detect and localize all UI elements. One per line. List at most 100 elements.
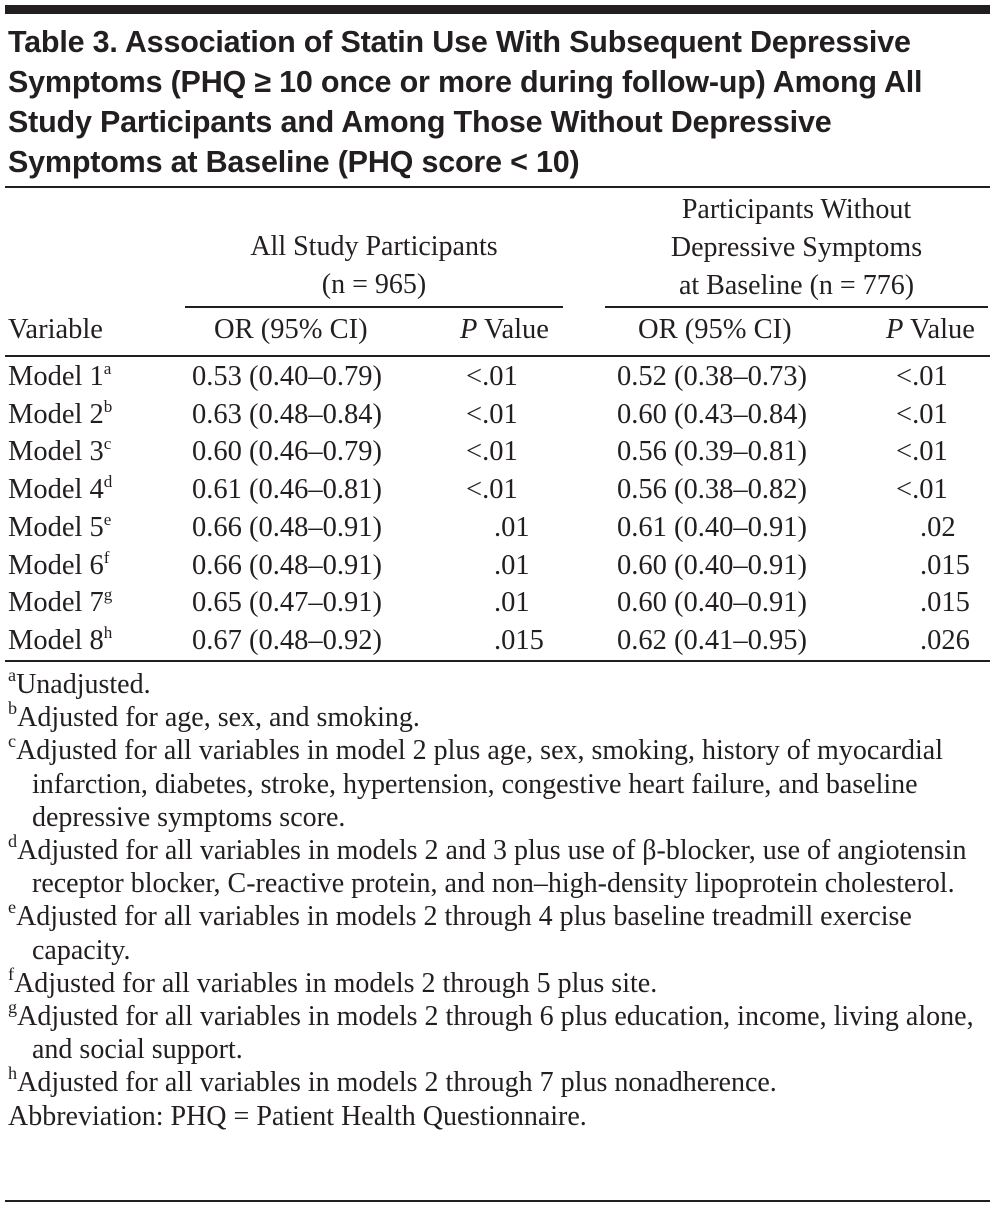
p-italic: P: [460, 314, 478, 345]
p-all: .01: [494, 511, 530, 543]
p-nodep: .015: [920, 549, 970, 581]
footnotes: aUnadjusted. bAdjusted for age, sex, and …: [8, 665, 988, 1133]
footnote-marker: f: [103, 547, 110, 567]
footnote-text: Adjusted for age, sex, and smoking.: [17, 702, 420, 734]
p-nodep: .02: [920, 511, 956, 543]
row-label: Model 6f: [8, 547, 110, 585]
footnote-text: Adjusted for all variables in models 2 t…: [17, 1067, 777, 1099]
model-name: Model 2: [8, 398, 104, 430]
model-name: Model 4: [8, 474, 104, 506]
model-name: Model 3: [8, 436, 104, 468]
group-header-all: All Study Participants (n = 965): [185, 228, 563, 304]
footnote-marker: d: [103, 471, 113, 491]
table-row: Model 1a 0.53 (0.40–0.79) <.01 0.52 (0.38–0…: [0, 358, 995, 396]
footnote-text: Adjusted for all variables in model 2 pl…: [16, 735, 944, 833]
model-name: Model 5: [8, 511, 104, 543]
row-label: Model 1a: [8, 358, 111, 396]
table-row: Model 8h 0.67 (0.48–0.92) .015 0.62 (0.41–0…: [0, 622, 995, 660]
footnote: gAdjusted for all variables in models 2 …: [8, 997, 988, 1066]
or-nodep: 0.62 (0.41–0.95): [617, 624, 807, 656]
header-rule: [5, 355, 990, 357]
footnote-letter: e: [8, 897, 17, 918]
footnote-letter: b: [8, 698, 18, 719]
top-rule: [5, 5, 990, 14]
footnote: fAdjusted for all variables in models 2 …: [8, 964, 988, 1000]
group2-line3: at Baseline (n = 776): [678, 270, 915, 301]
group2-line2: Depressive Symptoms: [670, 232, 923, 263]
footnote-letter: c: [8, 731, 17, 752]
footnote-letter: f: [8, 964, 15, 984]
or-all: 0.63 (0.48–0.84): [192, 398, 382, 430]
or-all: 0.65 (0.47–0.91): [192, 587, 382, 619]
group1-line2: (n = 965): [321, 269, 427, 300]
or-nodep: 0.61 (0.40–0.91): [617, 511, 807, 543]
footnote-letter: d: [8, 831, 18, 852]
footnote-marker: c: [103, 434, 112, 454]
p-all: .01: [494, 549, 530, 581]
table-row: Model 3c 0.60 (0.46–0.79) <.01 0.56 (0.39–0…: [0, 433, 995, 471]
or-all: 0.67 (0.48–0.92): [192, 624, 382, 656]
model-name: Model 8: [8, 624, 104, 656]
p-all: <.01: [466, 398, 518, 430]
row-label: Model 5e: [8, 509, 111, 547]
footnote-letter: h: [8, 1063, 18, 1084]
col-or-2: OR (95% CI): [638, 314, 792, 345]
col-or-1: OR (95% CI): [214, 314, 368, 345]
footnote-letter: a: [8, 665, 17, 686]
footnote-letter: g: [8, 997, 18, 1018]
table-row: Model 5e 0.66 (0.48–0.91) .01 0.61 (0.40–0.…: [0, 509, 995, 547]
or-nodep: 0.60 (0.43–0.84): [617, 398, 807, 430]
group2-line1: Participants Without: [681, 194, 912, 225]
p-nodep: <.01: [896, 436, 948, 468]
p-all: <.01: [466, 436, 518, 468]
or-all: 0.53 (0.40–0.79): [192, 361, 382, 392]
group2-underline: [605, 306, 988, 308]
p-all: <.01: [466, 474, 518, 506]
footnote: dAdjusted for all variables in models 2 …: [8, 831, 988, 900]
bottom-rule: [5, 1200, 990, 1202]
footnote-text: Adjusted for all variables in models 2 t…: [16, 901, 912, 966]
column-header-row: Variable OR (95% CI) P Value OR (95% CI)…: [0, 311, 995, 349]
group-header-nodep: Participants Without Depressive Symptoms…: [605, 191, 988, 305]
or-all: 0.66 (0.48–0.91): [192, 549, 382, 581]
footnote-text: Adjusted for all variables in models 2 t…: [14, 967, 658, 999]
body-rule: [5, 660, 990, 662]
footnote: eAdjusted for all variables in models 2 …: [8, 897, 988, 966]
row-label: Model 2b: [8, 396, 112, 434]
p-nodep: .015: [920, 587, 970, 619]
table-row: Model 4d 0.61 (0.46–0.81) <.01 0.56 (0.38–0…: [0, 471, 995, 509]
footnote-marker: e: [103, 509, 112, 529]
table-row: Model 7g 0.65 (0.47–0.91) .01 0.60 (0.40–0.…: [0, 584, 995, 622]
table-title: Table 3. Association of Statin Use With …: [8, 25, 923, 179]
col-p-2: P Value: [886, 311, 975, 349]
p-nodep: <.01: [896, 474, 948, 506]
footnote-marker: a: [103, 358, 112, 378]
row-label: Model 4d: [8, 471, 112, 509]
p-nodep: .026: [920, 624, 970, 656]
or-nodep: 0.60 (0.40–0.91): [617, 587, 807, 619]
or-nodep: 0.56 (0.39–0.81): [617, 436, 807, 468]
or-all: 0.60 (0.46–0.79): [192, 436, 382, 468]
p-nodep: <.01: [896, 398, 948, 430]
or-all: 0.66 (0.48–0.91): [192, 511, 382, 543]
abbreviation: Abbreviation: PHQ = Patient Health Quest…: [8, 1100, 587, 1132]
footnote-marker: b: [103, 396, 113, 416]
p-all: .01: [494, 587, 530, 619]
table-row: Model 6f 0.66 (0.48–0.91) .01 0.60 (0.40–0.…: [0, 547, 995, 585]
p-rest: Value: [477, 314, 549, 345]
row-label: Model 7g: [8, 584, 112, 622]
p-italic: P: [886, 314, 904, 345]
or-all: 0.61 (0.46–0.81): [192, 474, 382, 506]
model-name: Model 7: [8, 587, 104, 619]
model-name: Model 6: [8, 549, 104, 581]
p-rest: Value: [903, 314, 975, 345]
footnote: hAdjusted for all variables in models 2 …: [8, 1063, 988, 1099]
or-nodep: 0.60 (0.40–0.91): [617, 549, 807, 581]
col-variable: Variable: [8, 314, 103, 345]
footnote-text: Adjusted for all variables in models 2 t…: [17, 1001, 974, 1066]
p-all: <.01: [466, 361, 518, 392]
title-rule: [5, 186, 990, 188]
row-label: Model 8h: [8, 622, 112, 660]
p-all: .015: [494, 624, 544, 656]
footnote: bAdjusted for age, sex, and smoking.: [8, 698, 988, 734]
